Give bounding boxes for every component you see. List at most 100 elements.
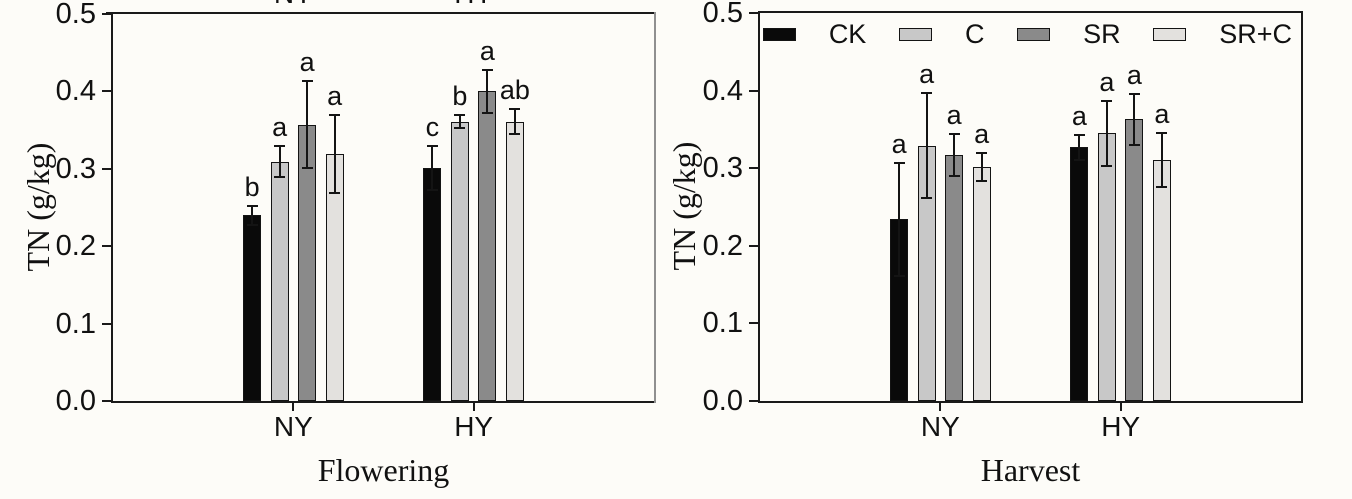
x-tick-label: NY — [273, 411, 313, 442]
y-axis-spine — [111, 12, 113, 403]
x-axis-title: Harvest — [980, 452, 1081, 488]
plot-top-border — [758, 11, 1303, 13]
x-axis-title: Flowering — [317, 452, 450, 488]
error-bar-line — [486, 69, 489, 114]
y-axis-tick — [102, 400, 111, 402]
legend-label: SR+C — [1219, 18, 1292, 49]
x-tick-label: HY — [454, 411, 494, 442]
significance-letter: a — [1099, 66, 1115, 97]
x-axis-tick — [292, 403, 295, 411]
error-bar-line — [333, 115, 336, 193]
y-tick-label: 0.3 — [55, 152, 96, 185]
significance-letter: b — [244, 171, 260, 202]
error-bar-cap-bottom — [481, 112, 493, 115]
legend-swatch-sr-c — [1153, 27, 1187, 41]
error-bar-line — [1160, 132, 1163, 187]
y-axis-tick — [102, 13, 111, 15]
cropped-axis-label-text: HY — [439, 0, 509, 6]
error-bar-cap-bottom — [893, 275, 905, 278]
x-axis-spine — [758, 401, 1303, 403]
y-axis-tick — [102, 90, 111, 93]
significance-letter: a — [1071, 100, 1087, 131]
bar-sr-c-hy — [1152, 159, 1171, 401]
error-bar-cap-bottom — [1128, 143, 1140, 146]
error-bar-cap-top — [1073, 133, 1085, 136]
error-bar-line — [278, 146, 281, 178]
y-axis-tick — [749, 400, 758, 402]
significance-letter: a — [272, 112, 288, 143]
error-bar-cap-top — [1101, 99, 1113, 102]
bar-sr-ny — [945, 155, 964, 401]
y-axis-tick — [749, 12, 758, 14]
y-tick-label: 0.1 — [702, 307, 743, 340]
error-bar-cap-top — [893, 161, 905, 164]
y-tick-label: 0.0 — [55, 385, 96, 417]
error-bar-cap-bottom — [274, 176, 286, 179]
error-bar-line — [1078, 134, 1081, 160]
plot-right-border — [654, 12, 656, 403]
y-axis-tick — [749, 322, 758, 325]
error-bar-cap-top — [246, 204, 258, 207]
y-axis-spine — [758, 11, 760, 403]
error-bar-cap-top — [1156, 131, 1168, 134]
y-axis-tick — [749, 244, 758, 247]
error-bar-cap-bottom — [1073, 158, 1085, 161]
x-axis-tick — [472, 403, 475, 411]
error-bar-line — [1105, 100, 1108, 166]
error-bar-cap-top — [921, 91, 933, 94]
error-bar-cap-top — [948, 133, 960, 136]
error-bar-line — [306, 81, 309, 169]
cropped-axis-label-above: NY — [258, 0, 328, 6]
legend-swatch-sr — [1017, 27, 1051, 41]
error-bar-cap-top — [481, 68, 493, 71]
legend-label: C — [964, 18, 985, 49]
legend-swatch-c — [899, 27, 933, 41]
cropped-axis-label-text: NY — [258, 0, 328, 6]
bar-sr-hy — [1125, 119, 1144, 401]
significance-letter: a — [1126, 59, 1142, 90]
error-bar-line — [458, 115, 461, 128]
y-tick-label: 0.3 — [702, 152, 743, 185]
error-bar-cap-bottom — [509, 132, 521, 135]
x-axis-spine — [111, 401, 656, 403]
error-bar-cap-top — [301, 80, 313, 83]
x-axis-tick — [939, 403, 942, 411]
significance-letter: b — [452, 81, 468, 112]
x-tick-label: NY — [920, 411, 960, 442]
error-bar-line — [513, 109, 516, 134]
y-axis-title: TN (g/kg) — [666, 141, 702, 271]
legend-label: CK — [828, 18, 867, 49]
error-bar-line — [925, 92, 928, 199]
error-bar-cap-bottom — [976, 179, 988, 182]
error-bar-line — [953, 134, 956, 176]
significance-letter: a — [974, 118, 990, 149]
error-bar-line — [1133, 93, 1136, 145]
y-axis-tick — [102, 322, 111, 325]
significance-letter: ab — [499, 75, 530, 106]
y-tick-label: 0.4 — [55, 75, 96, 108]
error-bar-cap-top — [329, 114, 341, 117]
error-bar-line — [980, 152, 983, 181]
error-bar-cap-bottom — [1101, 164, 1113, 167]
error-bar-cap-top — [976, 151, 988, 154]
error-bar-cap-bottom — [1156, 185, 1168, 188]
significance-letter: a — [1154, 98, 1170, 129]
legend-label: SR — [1083, 18, 1121, 49]
plot-right-border — [1301, 11, 1303, 403]
error-bar-cap-bottom — [921, 197, 933, 200]
bar-ck-hy — [1070, 147, 1089, 401]
error-bar-cap-bottom — [246, 223, 258, 226]
significance-letter: a — [299, 47, 315, 78]
bar-sr-c-ny — [972, 166, 991, 401]
error-bar-cap-top — [454, 114, 466, 117]
significance-letter: a — [327, 81, 343, 112]
legend: CK C SR SR+C — [763, 20, 1292, 48]
error-bar-line — [251, 205, 254, 225]
error-bar-cap-top — [426, 145, 438, 148]
error-bar-line — [431, 146, 434, 190]
significance-letter: a — [919, 58, 935, 89]
y-tick-label: 0.5 — [55, 0, 96, 30]
y-axis-tick — [749, 89, 758, 92]
